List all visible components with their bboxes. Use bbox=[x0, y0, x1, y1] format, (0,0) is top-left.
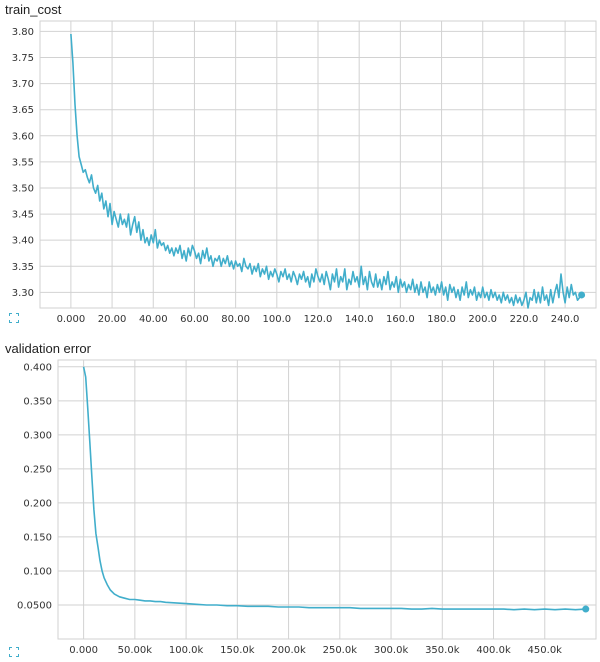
validation-error-chart: 0.000 50.00k 100.0k 150.0k 200.0k 250.0k 300.0… bbox=[17, 359, 597, 656]
x-tick-label: 120.0 bbox=[304, 314, 333, 325]
x-tick-label: 240.0 bbox=[551, 314, 580, 325]
y-tick-label: 0.250 bbox=[23, 464, 52, 475]
x-tick-label: 100.0k bbox=[169, 645, 204, 656]
series-line bbox=[82, 366, 586, 611]
series-end-point[interactable] bbox=[582, 605, 590, 613]
y-tick-label: 3.45 bbox=[12, 210, 34, 221]
x-tick-label: 140.0 bbox=[345, 314, 374, 325]
y-tick-label: 3.65 bbox=[12, 105, 34, 116]
x-tick-label: 60.00 bbox=[180, 314, 209, 325]
x-tick-label: 200.0k bbox=[271, 645, 306, 656]
x-tick-label: 200.0 bbox=[468, 314, 497, 325]
y-tick-label: 3.70 bbox=[12, 79, 34, 90]
expand-icon[interactable] bbox=[8, 310, 20, 324]
chart-title-validation-error: validation error bbox=[5, 341, 91, 356]
y-tick-label: 3.50 bbox=[12, 183, 34, 194]
y-tick-label: 0.400 bbox=[23, 362, 52, 373]
y-tick-label: 3.80 bbox=[12, 27, 34, 38]
series-line bbox=[70, 33, 583, 309]
x-tick-label: 80.00 bbox=[221, 314, 250, 325]
x-tick-label: 180.0 bbox=[427, 314, 456, 325]
train-cost-chart: 0.000 20.00 40.00 60.00 80.00 100.0 120.0 140.0… bbox=[12, 20, 597, 325]
expand-icon[interactable] bbox=[8, 644, 20, 658]
x-tick-label: 40.00 bbox=[139, 314, 168, 325]
x-tick-label: 450.0k bbox=[528, 645, 563, 656]
x-tick-label: 0.000 bbox=[69, 645, 98, 656]
y-tick-label: 3.30 bbox=[12, 288, 34, 299]
chart-title-train-cost: train_cost bbox=[5, 2, 62, 17]
grid bbox=[58, 360, 596, 639]
plot-frame bbox=[57, 359, 597, 640]
y-tick-label: 0.300 bbox=[23, 430, 52, 441]
y-tick-label: 3.40 bbox=[12, 236, 34, 247]
grid bbox=[40, 21, 596, 308]
plot-frame bbox=[39, 20, 597, 309]
y-tick-label: 0.200 bbox=[23, 498, 52, 509]
x-tick-label: 0.000 bbox=[57, 314, 86, 325]
series-end-point[interactable] bbox=[578, 291, 586, 299]
x-tick-label: 150.0k bbox=[220, 645, 255, 656]
y-tick-label: 3.35 bbox=[12, 262, 34, 273]
x-tick-label: 400.0k bbox=[476, 645, 511, 656]
y-tick-label: 0.0500 bbox=[17, 600, 52, 611]
x-tick-label: 220.0 bbox=[510, 314, 539, 325]
y-tick-label: 0.150 bbox=[23, 532, 52, 543]
y-tick-label: 3.60 bbox=[12, 131, 34, 142]
x-tick-label: 300.0k bbox=[374, 645, 409, 656]
x-tick-label: 50.00k bbox=[118, 645, 153, 656]
y-tick-label: 0.350 bbox=[23, 396, 52, 407]
y-tick-label: 0.100 bbox=[23, 566, 52, 577]
y-tick-label: 3.55 bbox=[12, 157, 34, 168]
x-tick-label: 20.00 bbox=[98, 314, 127, 325]
x-tick-label: 250.0k bbox=[323, 645, 358, 656]
x-tick-label: 350.0k bbox=[425, 645, 460, 656]
x-tick-label: 160.0 bbox=[386, 314, 415, 325]
y-tick-label: 3.75 bbox=[12, 53, 34, 64]
x-tick-label: 100.0 bbox=[262, 314, 291, 325]
